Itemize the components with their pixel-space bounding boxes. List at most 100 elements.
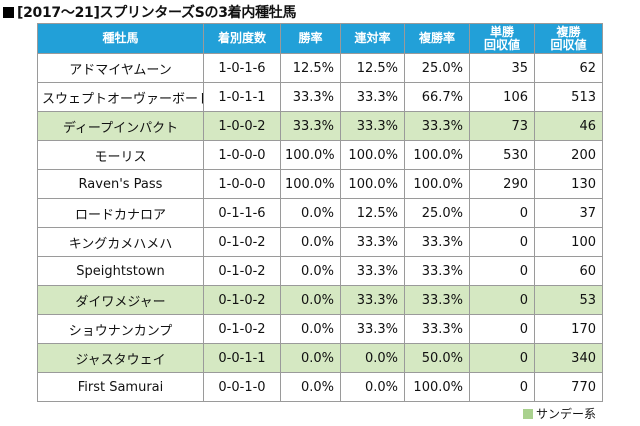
cell-show-return: 130 xyxy=(534,169,603,199)
cell-win-rate: 12.5% xyxy=(280,53,341,83)
cell-sire: First Samurai xyxy=(37,372,204,402)
cell-win-rate: 100.0% xyxy=(280,140,341,170)
cell-quinella-rate: 33.3% xyxy=(340,82,405,112)
header-record: 着別度数 xyxy=(203,23,281,54)
cell-win-return: 73 xyxy=(469,111,535,141)
cell-sire: ディープインパクト xyxy=(37,111,204,141)
cell-quinella-rate: 12.5% xyxy=(340,53,405,83)
cell-show-return: 46 xyxy=(534,111,603,141)
table-title: [2017〜21]スプリンターズSの3着内種牡馬 xyxy=(3,2,296,22)
cell-sire: スウェプトオーヴァーボード xyxy=(37,82,204,112)
cell-win-return: 0 xyxy=(469,285,535,315)
cell-win-rate: 0.0% xyxy=(280,285,341,315)
cell-show-rate: 33.3% xyxy=(404,285,470,315)
header-win-rate: 勝率 xyxy=(280,23,341,54)
cell-record: 0-1-0-2 xyxy=(203,256,281,286)
table-row: ロードカナロア 0-1-1-6 0.0% 12.5% 25.0% 0 37 xyxy=(37,198,603,228)
cell-show-return: 513 xyxy=(534,82,603,112)
cell-record: 0-1-0-2 xyxy=(203,227,281,257)
header-show-rate: 複勝率 xyxy=(404,23,470,54)
table-row: ショウナンカンプ 0-1-0-2 0.0% 33.3% 33.3% 0 170 xyxy=(37,314,603,344)
cell-quinella-rate: 0.0% xyxy=(340,343,405,373)
cell-show-rate: 33.3% xyxy=(404,314,470,344)
table-row: キングカメハメハ 0-1-0-2 0.0% 33.3% 33.3% 0 100 xyxy=(37,227,603,257)
header-quinella-rate: 連対率 xyxy=(340,23,405,54)
cell-win-rate: 0.0% xyxy=(280,256,341,286)
cell-win-return: 0 xyxy=(469,227,535,257)
cell-sire: ショウナンカンプ xyxy=(37,314,204,344)
cell-show-return: 60 xyxy=(534,256,603,286)
table-row: ディープインパクト 1-0-0-2 33.3% 33.3% 33.3% 73 46 xyxy=(37,111,603,141)
cell-win-rate: 33.3% xyxy=(280,82,341,112)
cell-quinella-rate: 33.3% xyxy=(340,256,405,286)
cell-show-rate: 100.0% xyxy=(404,372,470,402)
cell-show-rate: 33.3% xyxy=(404,256,470,286)
cell-win-rate: 0.0% xyxy=(280,198,341,228)
cell-win-rate: 33.3% xyxy=(280,111,341,141)
cell-show-rate: 33.3% xyxy=(404,227,470,257)
cell-show-return: 170 xyxy=(534,314,603,344)
cell-quinella-rate: 0.0% xyxy=(340,372,405,402)
cell-record: 1-0-0-0 xyxy=(203,169,281,199)
cell-show-rate: 50.0% xyxy=(404,343,470,373)
cell-record: 1-0-1-6 xyxy=(203,53,281,83)
cell-win-rate: 0.0% xyxy=(280,372,341,402)
cell-sire: ジャスタウェイ xyxy=(37,343,204,373)
cell-show-return: 200 xyxy=(534,140,603,170)
cell-win-return: 0 xyxy=(469,372,535,402)
header-row: 種牡馬 着別度数 勝率 連対率 複勝率 単勝 回収値 複勝 回収値 xyxy=(37,23,603,54)
cell-show-return: 53 xyxy=(534,285,603,315)
legend-swatch xyxy=(523,409,533,419)
table-header: 種牡馬 着別度数 勝率 連対率 複勝率 単勝 回収値 複勝 回収値 xyxy=(37,23,603,54)
cell-win-return: 0 xyxy=(469,256,535,286)
cell-quinella-rate: 33.3% xyxy=(340,285,405,315)
cell-win-return: 0 xyxy=(469,198,535,228)
cell-quinella-rate: 33.3% xyxy=(340,111,405,141)
cell-win-rate: 0.0% xyxy=(280,227,341,257)
cell-record: 1-0-0-2 xyxy=(203,111,281,141)
cell-win-return: 0 xyxy=(469,314,535,344)
cell-record: 0-0-1-1 xyxy=(203,343,281,373)
cell-show-return: 770 xyxy=(534,372,603,402)
cell-record: 0-1-0-2 xyxy=(203,285,281,315)
table-row: アドマイヤムーン 1-0-1-6 12.5% 12.5% 25.0% 35 62 xyxy=(37,53,603,83)
cell-quinella-rate: 100.0% xyxy=(340,169,405,199)
cell-record: 0-0-1-0 xyxy=(203,372,281,402)
table-row: First Samurai 0-0-1-0 0.0% 0.0% 100.0% 0 770 xyxy=(37,372,603,402)
table-title-text: [2017〜21]スプリンターズSの3着内種牡馬 xyxy=(17,5,297,21)
cell-record: 1-0-1-1 xyxy=(203,82,281,112)
cell-show-rate: 100.0% xyxy=(404,140,470,170)
cell-win-rate: 100.0% xyxy=(280,169,341,199)
cell-quinella-rate: 12.5% xyxy=(340,198,405,228)
cell-show-rate: 66.7% xyxy=(404,82,470,112)
sire-stats-table: 種牡馬 着別度数 勝率 連対率 複勝率 単勝 回収値 複勝 回収値 アドマイヤム… xyxy=(37,23,603,402)
cell-win-rate: 0.0% xyxy=(280,314,341,344)
cell-win-return: 106 xyxy=(469,82,535,112)
cell-quinella-rate: 33.3% xyxy=(340,314,405,344)
table-body: アドマイヤムーン 1-0-1-6 12.5% 12.5% 25.0% 35 62 スウェプトオ… xyxy=(37,53,603,402)
cell-show-rate: 100.0% xyxy=(404,169,470,199)
cell-show-return: 37 xyxy=(534,198,603,228)
cell-show-rate: 25.0% xyxy=(404,53,470,83)
table-row: Raven's Pass 1-0-0-0 100.0% 100.0% 100.0% 290… xyxy=(37,169,603,199)
cell-sire: キングカメハメハ xyxy=(37,227,204,257)
cell-show-return: 62 xyxy=(534,53,603,83)
header-win-return: 単勝 回収値 xyxy=(469,23,535,54)
table-row: Speightstown 0-1-0-2 0.0% 33.3% 33.3% 0 60 xyxy=(37,256,603,286)
header-show-return: 複勝 回収値 xyxy=(534,23,603,54)
cell-sire: Raven's Pass xyxy=(37,169,204,199)
cell-win-rate: 0.0% xyxy=(280,343,341,373)
cell-show-rate: 33.3% xyxy=(404,111,470,141)
table-row: ダイワメジャー 0-1-0-2 0.0% 33.3% 33.3% 0 53 xyxy=(37,285,603,315)
header-sire: 種牡馬 xyxy=(37,23,204,54)
cell-win-return: 290 xyxy=(469,169,535,199)
table-row: スウェプトオーヴァーボード 1-0-1-1 33.3% 33.3% 66.7% 106 51… xyxy=(37,82,603,112)
cell-sire: Speightstown xyxy=(37,256,204,286)
cell-record: 0-1-0-2 xyxy=(203,314,281,344)
legend: サンデー系 xyxy=(523,405,596,422)
table-row: ジャスタウェイ 0-0-1-1 0.0% 0.0% 50.0% 0 340 xyxy=(37,343,603,373)
cell-show-return: 340 xyxy=(534,343,603,373)
table-row: モーリス 1-0-0-0 100.0% 100.0% 100.0% 530 200 xyxy=(37,140,603,170)
cell-win-return: 35 xyxy=(469,53,535,83)
cell-sire: ロードカナロア xyxy=(37,198,204,228)
